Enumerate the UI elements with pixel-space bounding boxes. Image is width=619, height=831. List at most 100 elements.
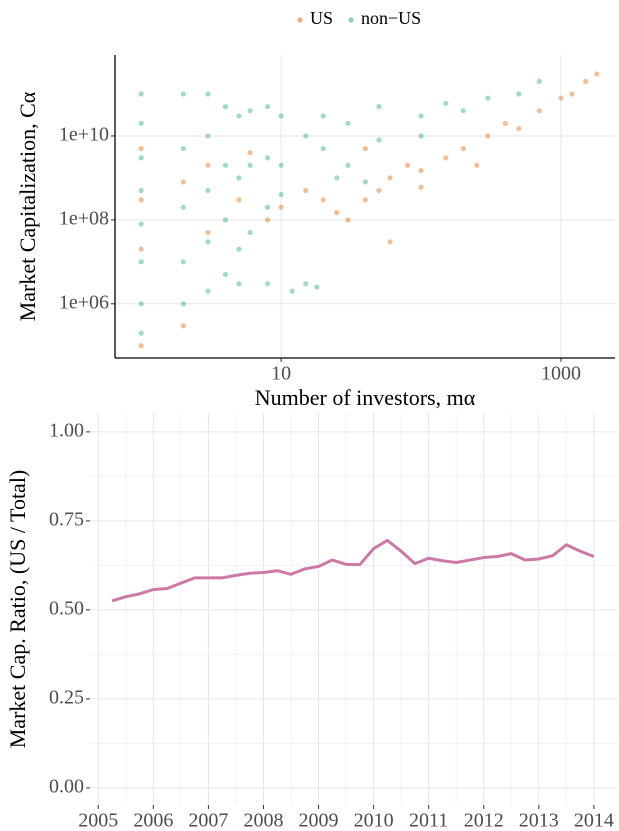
point [387, 175, 393, 181]
point [138, 246, 144, 252]
point [376, 104, 382, 110]
point [418, 184, 424, 190]
y-axis-label: Market Cap. Ratio, (US / Total) [5, 470, 30, 749]
y-tick-label: 1e+08 [59, 207, 109, 229]
point [205, 239, 211, 245]
point [222, 217, 229, 223]
x-tick-label: 2010 [354, 810, 394, 831]
y-tick-label: 1e+10 [59, 124, 109, 146]
point [236, 175, 242, 181]
point [180, 323, 186, 329]
point [180, 179, 186, 185]
point [418, 167, 424, 174]
point [278, 204, 284, 210]
point [247, 150, 253, 156]
point [485, 95, 491, 101]
point [536, 78, 542, 84]
point [205, 91, 211, 97]
point [303, 187, 309, 194]
point [314, 284, 320, 290]
point [247, 162, 253, 168]
point [485, 133, 491, 139]
point [536, 108, 542, 114]
y-tick-label: 1e+06 [59, 291, 109, 313]
point [334, 175, 340, 181]
point [247, 108, 253, 114]
point [222, 162, 229, 168]
point [138, 259, 144, 265]
point [460, 108, 466, 114]
x-tick-label: 2008 [243, 810, 283, 831]
point [376, 187, 382, 194]
point [205, 187, 211, 194]
point [205, 162, 211, 168]
point [278, 113, 284, 119]
point [278, 162, 284, 168]
point [264, 217, 271, 223]
point [205, 133, 211, 139]
y-tick-label: 0.00 [49, 776, 84, 798]
point [205, 288, 211, 294]
x-tick-label: 2014 [574, 810, 614, 831]
point [516, 91, 522, 97]
point [443, 155, 449, 161]
point [303, 281, 309, 287]
x-tick-label: 2013 [519, 810, 559, 831]
point [138, 145, 144, 152]
point [264, 204, 271, 210]
point [345, 120, 351, 126]
point [180, 259, 186, 265]
point [222, 104, 229, 110]
y-tick-label: 0.50 [49, 597, 84, 619]
point [180, 301, 186, 307]
point [205, 229, 211, 236]
point [138, 221, 144, 227]
point [320, 113, 326, 119]
point [138, 343, 144, 349]
x-tick-label: 2012 [464, 810, 504, 831]
point [278, 192, 284, 198]
x-tick-label: 1000 [541, 363, 581, 385]
x-axis-label: Number of investors, mα [255, 385, 476, 410]
point [264, 155, 271, 161]
point [583, 78, 589, 84]
legend-marker [348, 17, 354, 23]
point [180, 204, 186, 210]
point [138, 330, 144, 336]
point [138, 187, 144, 194]
point [180, 91, 186, 97]
point [474, 162, 480, 168]
point [320, 145, 326, 152]
legend-marker [297, 17, 303, 23]
point [222, 271, 229, 278]
point [138, 120, 144, 126]
point [180, 145, 186, 152]
y-axis-label: Market Capitalization, Cα [15, 91, 40, 321]
x-tick-label: 2005 [78, 810, 118, 831]
legend-label: US [310, 8, 333, 28]
point [558, 95, 564, 101]
point [289, 288, 295, 294]
y-tick-label: 0.75 [49, 508, 84, 530]
legend-label: non−US [361, 8, 421, 28]
point [404, 162, 411, 168]
point [264, 104, 271, 110]
point [236, 113, 242, 119]
point [362, 197, 368, 203]
y-tick-label: 0.25 [49, 686, 84, 708]
point [502, 120, 508, 126]
point [320, 197, 326, 203]
point [345, 162, 351, 168]
point [138, 155, 144, 161]
point [334, 209, 340, 216]
point [303, 133, 309, 139]
x-tick-label: 10 [271, 363, 291, 385]
y-tick-label: 1.00 [49, 419, 84, 441]
point [443, 100, 449, 106]
x-tick-label: 2007 [188, 810, 228, 831]
x-tick-label: 2009 [299, 810, 339, 831]
point [138, 301, 144, 307]
point [138, 197, 144, 203]
point [376, 137, 382, 143]
